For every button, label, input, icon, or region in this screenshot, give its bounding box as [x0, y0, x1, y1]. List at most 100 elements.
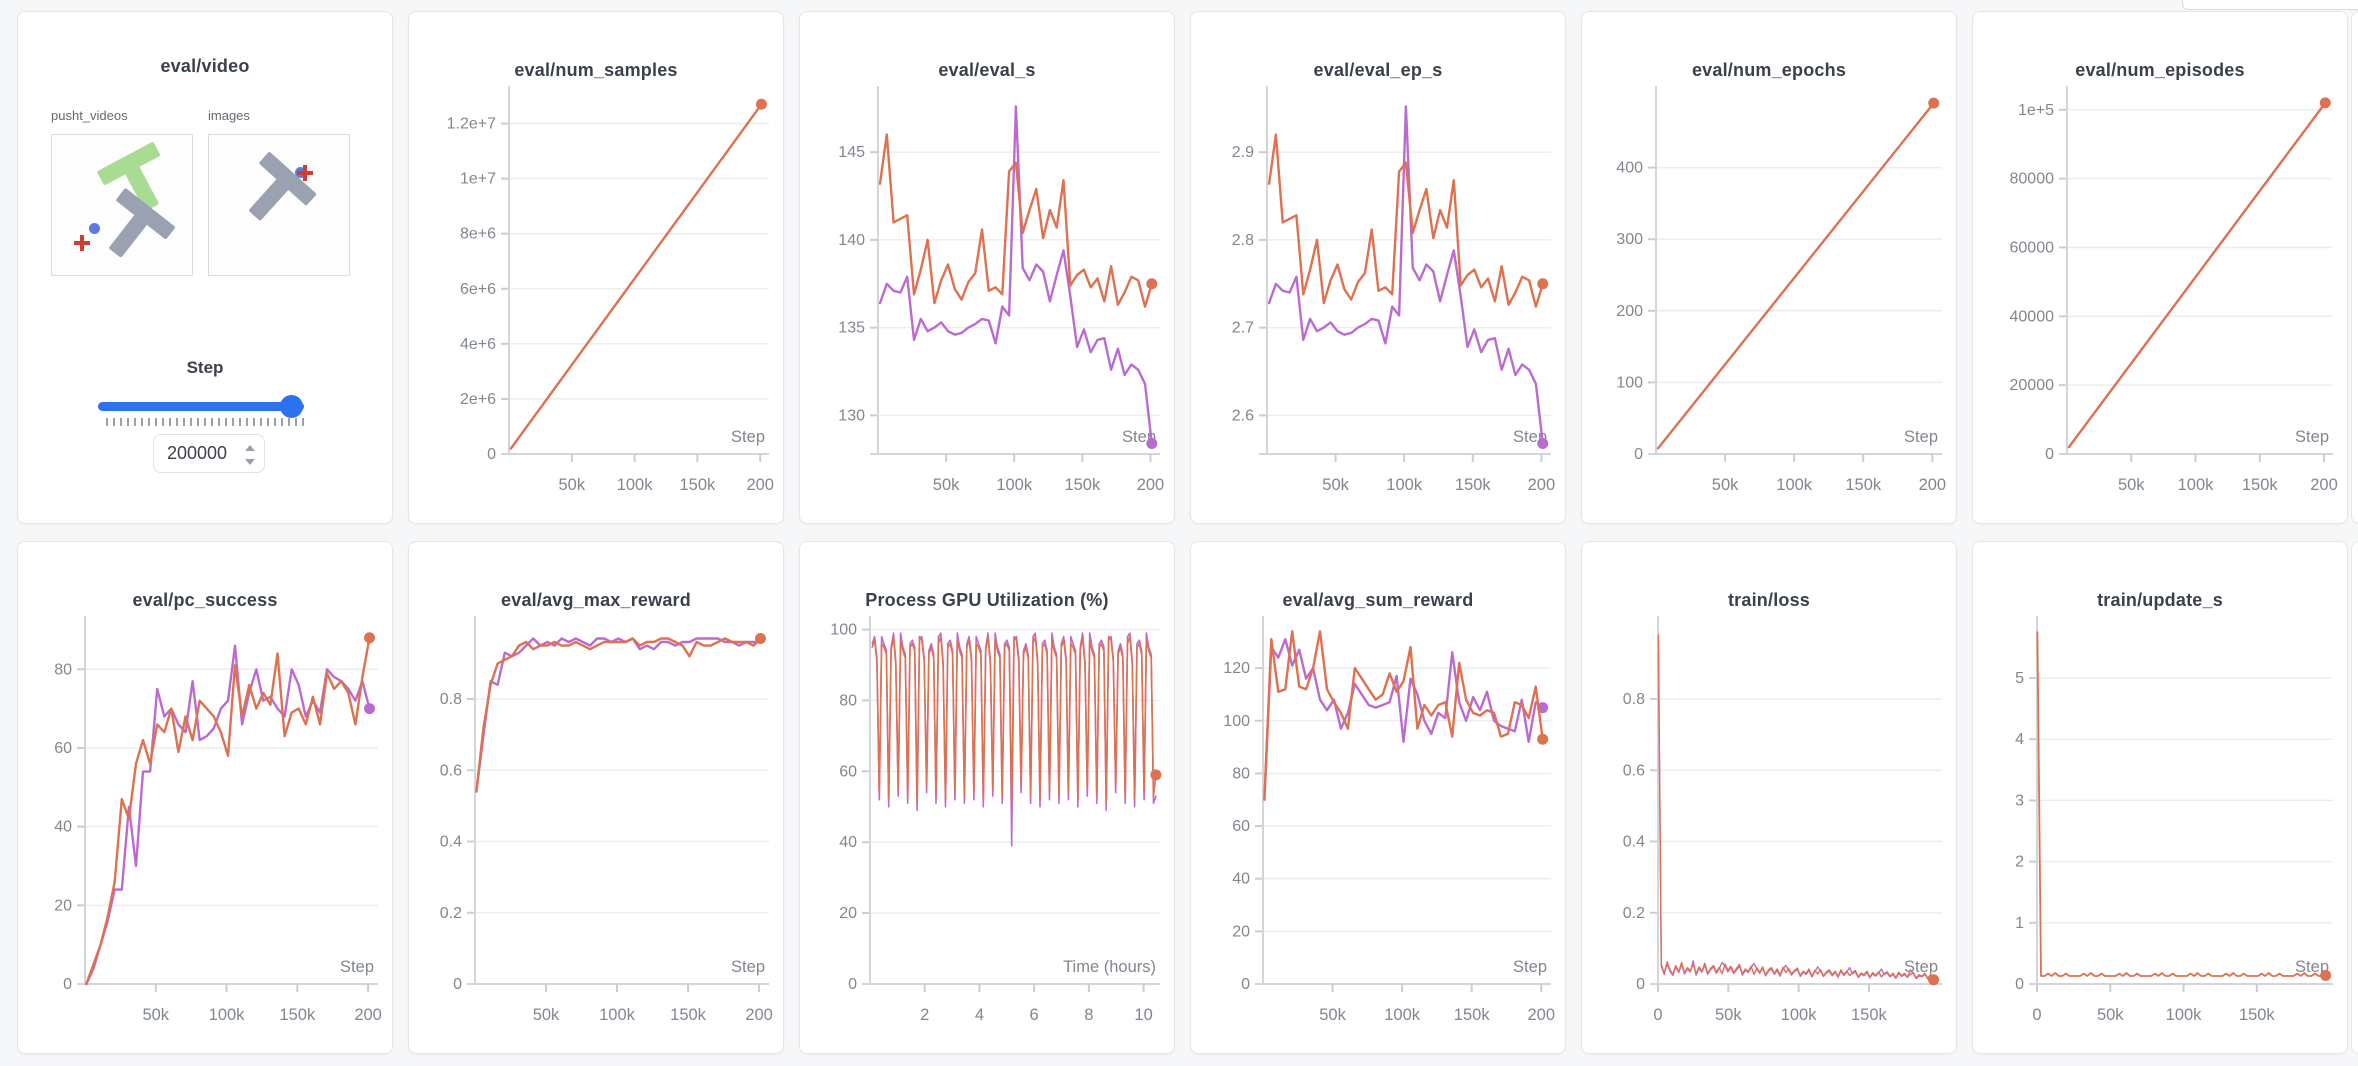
svg-text:Step: Step: [731, 958, 765, 976]
svg-text:80: 80: [54, 661, 72, 678]
svg-text:150k: 150k: [2239, 1006, 2276, 1024]
svg-text:50k: 50k: [142, 1006, 169, 1024]
panel-eval-avg-sum-reward: eval/avg_sum_reward 0 20 40 60 80 100 120 50k 10…: [1190, 541, 1566, 1054]
panel-eval-num-samples: eval/num_samples 0 2e+6 4e+6 6e+6 8e+6 1e+7 1.…: [408, 11, 784, 524]
svg-text:0: 0: [1241, 976, 1250, 993]
svg-text:0.8: 0.8: [1623, 691, 1645, 708]
clipped-widget: [2182, 0, 2358, 10]
svg-text:40: 40: [1232, 871, 1250, 888]
chevron-up-icon[interactable]: [245, 445, 255, 451]
video-thumbnail-pusht[interactable]: [51, 134, 193, 276]
svg-text:0: 0: [848, 976, 857, 993]
chart-canvas[interactable]: 0 20000 40000 60000 80000 1e+5 50k 100k 150k 200 S…: [1973, 64, 2347, 514]
chart-title: eval/avg_max_reward: [501, 590, 691, 610]
svg-text:20: 20: [839, 905, 857, 922]
svg-text:0: 0: [1636, 976, 1645, 993]
chart-canvas[interactable]: 0 100 200 300 400 50k 100k 150k 200 Step: [1582, 64, 1956, 514]
svg-text:0: 0: [2045, 446, 2054, 463]
chart-title: train/update_s: [2097, 590, 2223, 610]
chart-title: eval/num_episodes: [2075, 60, 2245, 80]
svg-text:2.9: 2.9: [1232, 144, 1254, 161]
svg-text:20: 20: [1232, 923, 1250, 940]
svg-text:200: 200: [1528, 476, 1556, 494]
svg-text:50k: 50k: [1319, 1006, 1346, 1024]
step-value[interactable]: 200000: [166, 443, 228, 463]
svg-text:60000: 60000: [2010, 239, 2055, 256]
svg-text:60: 60: [839, 763, 857, 780]
svg-text:2: 2: [920, 1006, 929, 1024]
svg-text:4: 4: [2015, 731, 2024, 748]
agent-dot-icon: [89, 223, 100, 234]
svg-text:0: 0: [2032, 1006, 2041, 1024]
svg-text:135: 135: [838, 320, 865, 337]
chart-canvas[interactable]: 0 20 40 60 80 100 2 4 6 8 10 Time (hours): [800, 594, 1174, 1044]
svg-text:10: 10: [1134, 1006, 1152, 1024]
svg-text:150k: 150k: [1851, 1006, 1888, 1024]
target-cross-icon: [74, 235, 90, 251]
chevron-down-icon[interactable]: [245, 459, 255, 465]
chart-canvas[interactable]: 0 0.2 0.4 0.6 0.8 50k 100k 150k 200 Step: [409, 594, 783, 1044]
svg-text:120: 120: [1223, 660, 1250, 677]
svg-text:150k: 150k: [680, 476, 717, 494]
clipped-panel: [2351, 11, 2358, 524]
svg-text:50k: 50k: [558, 476, 585, 494]
svg-text:100k: 100k: [1386, 476, 1423, 494]
svg-text:2: 2: [2015, 854, 2024, 871]
step-value-input[interactable]: 200000: [153, 434, 265, 473]
chart-title: eval/avg_sum_reward: [1282, 590, 1474, 610]
chart-title: train/loss: [1727, 590, 1811, 610]
chart-title: Process GPU Utilization (%): [865, 590, 1109, 610]
svg-text:200: 200: [1919, 476, 1947, 494]
svg-text:Step: Step: [1904, 428, 1938, 446]
chart-title: eval/num_epochs: [1691, 60, 1847, 80]
svg-text:0.4: 0.4: [440, 834, 462, 851]
svg-text:40000: 40000: [2010, 308, 2055, 325]
chart-canvas[interactable]: 0 20 40 60 80 50k 100k 150k 200 Step: [18, 594, 392, 1044]
svg-text:2.8: 2.8: [1232, 232, 1254, 249]
chart-title: eval/num_samples: [514, 60, 678, 80]
svg-text:0.2: 0.2: [440, 905, 462, 922]
svg-text:140: 140: [838, 232, 865, 249]
chart-canvas[interactable]: 0 2e+6 4e+6 6e+6 8e+6 1e+7 1.2e+7 50k 100k 150k 20…: [409, 64, 783, 514]
svg-text:1e+7: 1e+7: [460, 171, 496, 188]
svg-text:0.4: 0.4: [1623, 834, 1645, 851]
svg-text:50k: 50k: [533, 1006, 560, 1024]
chart-title: eval/eval_s: [938, 60, 1036, 80]
svg-text:20: 20: [54, 897, 72, 914]
svg-text:50k: 50k: [2097, 1006, 2124, 1024]
svg-text:4e+6: 4e+6: [460, 336, 496, 353]
panel-eval-eval-s: eval/eval_s 130 135 140 145 50k 100k 150k 200 St…: [799, 11, 1175, 524]
svg-text:5: 5: [2015, 670, 2024, 687]
svg-text:20000: 20000: [2010, 377, 2055, 394]
chart-title: eval/pc_success: [132, 590, 278, 610]
svg-text:4: 4: [975, 1006, 984, 1024]
stepper-arrows-icon[interactable]: [245, 444, 255, 466]
chart-canvas[interactable]: 0 1 2 3 4 5 0 50k 100k 150k Step: [1973, 594, 2347, 1044]
svg-text:40: 40: [839, 834, 857, 851]
svg-text:200: 200: [745, 1006, 773, 1024]
svg-text:80000: 80000: [2010, 171, 2055, 188]
svg-text:0: 0: [1653, 1006, 1662, 1024]
panel-eval-avg-max-reward: eval/avg_max_reward 0 0.2 0.4 0.6 0.8 50k 100k…: [408, 541, 784, 1054]
chart-canvas[interactable]: 0 20 40 60 80 100 120 50k 100k 150k 200 Step: [1191, 594, 1565, 1044]
step-slider-label: Step: [186, 358, 224, 377]
video-thumbnail-images[interactable]: [208, 134, 350, 276]
svg-text:150k: 150k: [670, 1006, 707, 1024]
svg-text:6: 6: [1030, 1006, 1039, 1024]
svg-text:60: 60: [54, 740, 72, 757]
svg-text:Step: Step: [340, 958, 374, 976]
svg-text:60: 60: [1232, 818, 1250, 835]
svg-text:100k: 100k: [1384, 1006, 1421, 1024]
panel-eval-num-epochs: eval/num_epochs 0 100 200 300 400 50k 100k 150k…: [1581, 11, 1957, 524]
svg-text:100k: 100k: [617, 476, 654, 494]
svg-text:0: 0: [453, 976, 462, 993]
svg-text:0.8: 0.8: [440, 691, 462, 708]
svg-text:8e+6: 8e+6: [460, 226, 496, 243]
svg-text:80: 80: [1232, 765, 1250, 782]
step-slider[interactable]: [98, 402, 304, 411]
step-slider-thumb[interactable]: [280, 395, 303, 418]
